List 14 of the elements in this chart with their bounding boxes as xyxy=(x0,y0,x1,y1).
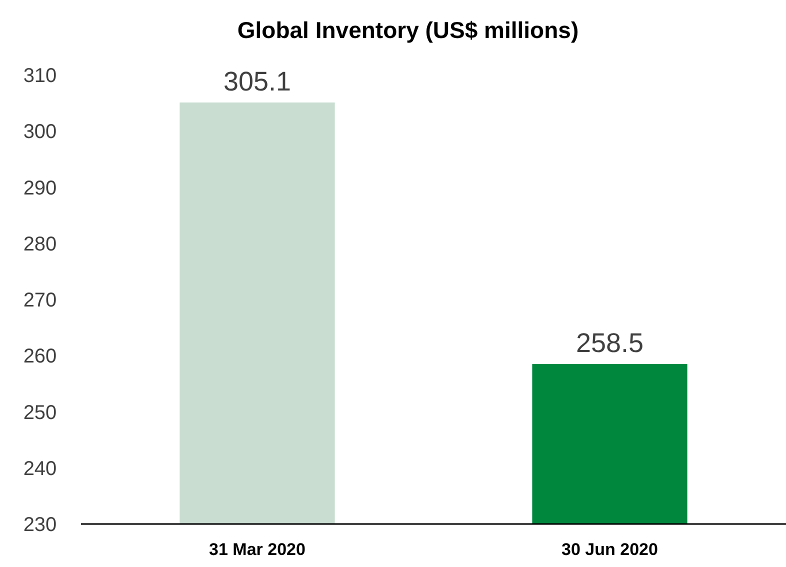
x-tick-label: 31 Mar 2020 xyxy=(209,540,306,559)
y-tick-label: 310 xyxy=(23,65,57,87)
y-tick-label: 300 xyxy=(23,121,57,144)
y-tick-label: 240 xyxy=(23,458,57,480)
y-tick-label: 280 xyxy=(23,233,57,256)
x-tick-label: 30 Jun 2020 xyxy=(562,540,658,559)
y-tick-label: 260 xyxy=(23,346,57,368)
y-tick-label: 250 xyxy=(23,402,57,424)
chart-title: Global Inventory (US$ millions) xyxy=(237,17,579,43)
data-label: 258.5 xyxy=(576,328,644,358)
y-tick-label: 270 xyxy=(23,290,57,312)
data-label: 305.1 xyxy=(223,66,292,96)
y-tick-label: 230 xyxy=(23,514,57,536)
y-tick-label: 290 xyxy=(23,177,57,200)
